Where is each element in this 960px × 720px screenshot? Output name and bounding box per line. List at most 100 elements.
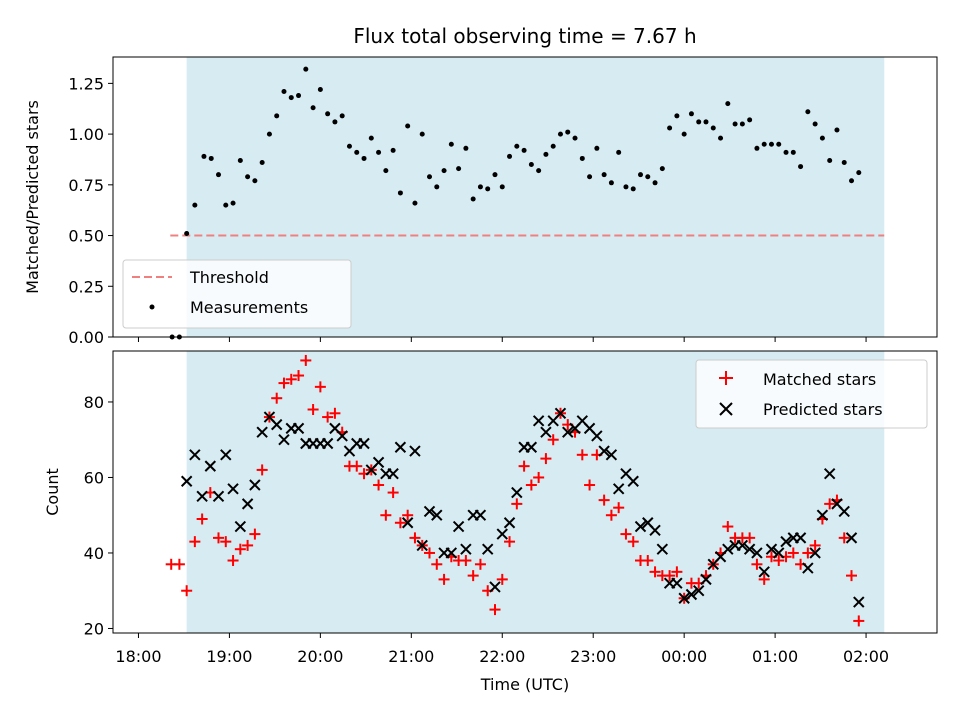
- predicted-star-point: [525, 441, 538, 453]
- measurement-point: [601, 172, 607, 178]
- top-axes-frame: [112, 56, 938, 338]
- predicted-star-point: [416, 539, 428, 552]
- measurement-point: [849, 178, 855, 184]
- predicted-star-point: [445, 547, 458, 559]
- predicted-star-point: [256, 426, 268, 438]
- predicted-star-point: [649, 524, 661, 537]
- legend-predicted-swatch: [719, 402, 733, 416]
- top-y-tick-label: 0.25: [68, 277, 104, 296]
- measurement-point: [572, 135, 578, 141]
- predicted-star-point: [605, 449, 618, 461]
- predicted-star-point: [189, 449, 201, 461]
- predicted-star-point: [591, 430, 603, 442]
- predicted-star-point: [736, 539, 749, 552]
- measurement-point: [485, 186, 491, 192]
- measurement-point: [623, 184, 629, 190]
- bot-y-tick-label: 80: [84, 393, 104, 412]
- predicted-star-point: [758, 566, 770, 578]
- predicted-star-point: [693, 585, 705, 597]
- predicted-star-point: [196, 490, 208, 503]
- x-tick-label: 01:00: [752, 647, 798, 666]
- matched-star-point: [649, 566, 661, 578]
- predicted-star-point: [722, 543, 734, 555]
- matched-star-point: [424, 547, 436, 559]
- matched-star-point: [271, 392, 283, 404]
- matched-star-point: [474, 558, 486, 570]
- measurement-point: [463, 145, 469, 151]
- measurement-point: [296, 93, 302, 99]
- measurement-point: [361, 155, 367, 161]
- predicted-star-point: [409, 445, 421, 457]
- predicted-star-point: [554, 407, 567, 419]
- measurement-point: [266, 131, 272, 137]
- matched-star-point: [227, 555, 239, 567]
- matched-star-point: [518, 460, 530, 472]
- matched-star-point: [242, 539, 254, 551]
- measurement-point: [310, 105, 316, 111]
- matched-star-point: [576, 449, 588, 461]
- measurement-point: [761, 141, 767, 147]
- measurement-point: [688, 111, 694, 117]
- measurement-point: [819, 135, 825, 141]
- top-legend: Threshold Measurements: [122, 259, 352, 329]
- matched-star-point: [373, 479, 385, 491]
- x-tick-label: 19:00: [206, 647, 252, 666]
- measurement-point: [841, 160, 847, 166]
- measurement-point: [557, 131, 563, 137]
- measurement-point: [521, 147, 527, 153]
- predicted-star-point: [678, 592, 690, 604]
- measurement-point: [441, 168, 447, 174]
- measurement-point: [192, 202, 198, 208]
- matched-star-point: [314, 381, 326, 393]
- predicted-star-point: [751, 547, 763, 559]
- measurement-point: [397, 190, 403, 196]
- top-y-tick-label: 1.25: [68, 74, 104, 93]
- matched-star-point: [213, 532, 225, 544]
- legend-measurements-label: Measurements: [190, 298, 308, 317]
- predicted-star-point: [838, 505, 850, 518]
- measurement-point: [659, 166, 665, 172]
- predicted-star-point: [794, 532, 807, 544]
- matched-star-point: [773, 555, 785, 567]
- measurement-point: [390, 147, 396, 153]
- matched-star-point: [525, 479, 537, 491]
- matched-star-point: [620, 528, 632, 540]
- measurement-point: [470, 196, 476, 202]
- matched-star-point: [438, 573, 450, 585]
- predicted-star-point: [249, 479, 261, 491]
- predicted-star-point: [685, 588, 698, 601]
- top-y-axis-label: Matched/Predicted stars: [23, 100, 42, 294]
- matched-star-point: [256, 464, 268, 476]
- matched-star-point: [322, 411, 334, 423]
- measurement-point: [528, 162, 534, 168]
- measurement-point: [587, 174, 593, 180]
- predicted-star-point: [321, 437, 334, 450]
- matched-star-point: [307, 404, 319, 416]
- matched-star-point: [285, 373, 297, 385]
- measurement-point: [208, 155, 214, 161]
- measurement-point: [281, 88, 287, 94]
- predicted-star-point: [780, 535, 792, 548]
- measurement-point: [674, 113, 680, 119]
- predicted-star-point: [387, 467, 399, 480]
- matched-star-point: [431, 558, 443, 570]
- predicted-star-point: [853, 596, 865, 608]
- predicted-star-point: [700, 573, 712, 586]
- measurement-point: [536, 168, 542, 174]
- measurement-point: [419, 131, 425, 137]
- predicted-star-point: [671, 577, 683, 589]
- measurement-point: [376, 149, 382, 155]
- measurement-point: [783, 149, 789, 155]
- measurement-point: [550, 143, 556, 149]
- predicted-star-point: [511, 486, 523, 499]
- measurement-point: [184, 231, 190, 237]
- measurement-point: [317, 86, 323, 92]
- predicted-star-point: [227, 483, 239, 495]
- matched-star-point: [220, 536, 232, 548]
- measurement-point: [383, 168, 389, 174]
- matched-star-point: [787, 547, 799, 559]
- matched-star-point: [846, 570, 858, 582]
- measurement-point: [201, 153, 207, 159]
- bottom-legend-box: [695, 359, 928, 429]
- predicted-star-point: [496, 528, 508, 540]
